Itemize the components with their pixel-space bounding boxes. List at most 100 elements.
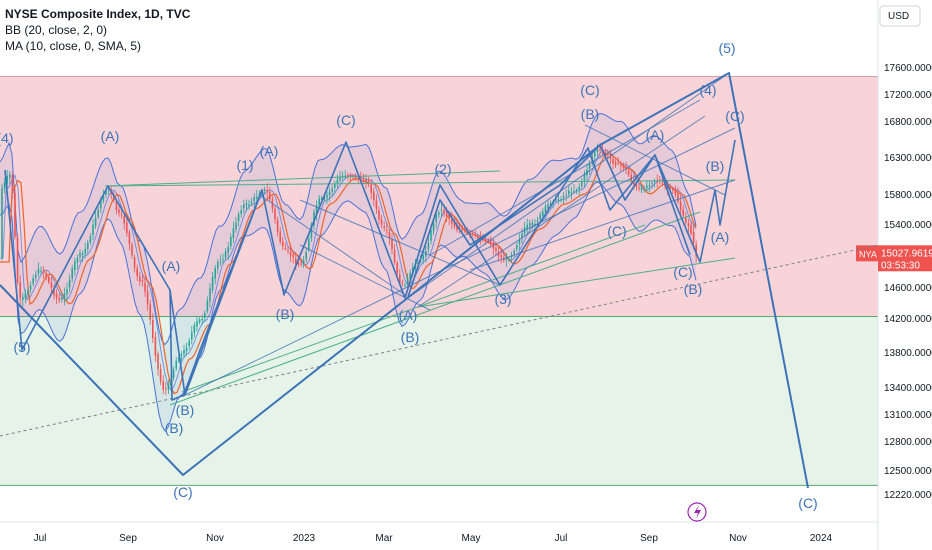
candle-body: [474, 234, 476, 236]
legend-ma[interactable]: MA (10, close, 0, SMA, 5): [5, 39, 142, 53]
candle-body: [471, 233, 474, 235]
x-tick-label: Sep: [640, 533, 658, 544]
elliott-wave-path: [4, 139, 736, 396]
candle-body: [674, 190, 677, 195]
candle-body: [92, 224, 94, 235]
candle-body: [315, 205, 318, 215]
y-tick-label: 12220.0000: [884, 490, 932, 501]
candle-body: [196, 321, 198, 327]
candle-body: [123, 216, 125, 224]
candle-body: [235, 222, 237, 230]
candle-body: [126, 222, 128, 234]
wave-label: (A): [711, 229, 730, 245]
candle-body: [669, 187, 671, 189]
candle-body: [406, 278, 409, 284]
candle-body: [27, 290, 29, 295]
candle-body: [399, 274, 401, 284]
candle-body: [360, 177, 362, 179]
candle-body: [453, 222, 456, 227]
candle-body: [71, 268, 73, 279]
candle-body: [401, 282, 404, 284]
candle-body: [557, 199, 560, 201]
wave-label: (4): [0, 130, 14, 146]
candle-body: [6, 176, 8, 184]
candle-body: [48, 276, 50, 283]
candle-body: [74, 261, 76, 271]
candle-body: [495, 247, 497, 251]
candle-body: [136, 268, 138, 277]
candle-body: [594, 152, 596, 157]
candle-body: [323, 196, 326, 200]
candle-body: [188, 340, 190, 347]
wave-label: (A): [162, 258, 181, 274]
candle-body: [165, 388, 167, 390]
candle-body: [599, 148, 601, 151]
candle-body: [393, 250, 396, 263]
wave-label: (A): [646, 127, 665, 143]
candle-body: [354, 176, 357, 179]
candle-body: [445, 212, 448, 216]
wave-label: (A): [399, 307, 418, 323]
candle-body: [464, 229, 466, 231]
candle-body: [438, 212, 440, 215]
candle-body: [172, 369, 175, 378]
wave-label: (5): [13, 339, 30, 355]
candle-body: [185, 347, 188, 352]
candle-body: [68, 279, 71, 288]
candle-body: [588, 162, 591, 169]
candle-body: [690, 225, 692, 234]
candle-body: [456, 226, 458, 230]
candle-body: [536, 220, 539, 223]
candle-body: [133, 257, 136, 268]
currency-label: USD: [888, 11, 909, 22]
candle-body: [500, 255, 502, 258]
price-tag-symbol: NYA: [859, 249, 877, 259]
price-tag-symbol-bg: [856, 245, 878, 262]
candle-body: [380, 219, 383, 225]
y-tick-label: 13100.0000: [884, 410, 932, 421]
wave-label: (1): [236, 157, 253, 173]
candle-body: [614, 161, 617, 166]
y-tick-label: 17600.0000: [884, 63, 932, 74]
currency-box: [879, 5, 921, 27]
candle-body: [477, 236, 479, 239]
candle-body: [518, 239, 521, 244]
candle-body: [328, 191, 331, 196]
candle-body: [217, 261, 219, 269]
candle-body: [422, 255, 424, 260]
candle-body: [180, 354, 183, 356]
candle-body: [266, 190, 268, 192]
candle-body: [300, 263, 302, 265]
wave-label: (2): [434, 161, 451, 177]
wave-label: (5): [718, 40, 735, 56]
candle-body: [292, 254, 294, 258]
candle-body: [682, 209, 684, 216]
candle-body: [256, 196, 258, 199]
candle-body: [643, 189, 645, 191]
x-tick-label: Jul: [555, 533, 568, 544]
candle-body: [76, 258, 79, 263]
candle-body: [24, 293, 27, 299]
bollinger-fill: [0, 113, 696, 431]
candle-body: [248, 204, 250, 206]
candle-body: [331, 188, 333, 192]
candle-body: [206, 300, 209, 312]
candle-body: [685, 217, 687, 223]
y-tick-label: 17200.0000: [884, 90, 932, 101]
candle-body: [321, 198, 323, 201]
channel-line: [417, 257, 736, 308]
candle-body: [596, 149, 599, 153]
candle-body: [32, 278, 34, 284]
legend-bb[interactable]: BB (20, close, 2, 0): [5, 23, 108, 37]
candle-body: [89, 236, 92, 243]
candle-body: [679, 201, 682, 210]
legend-title[interactable]: NYSE Composite Index, 1D, TVC: [5, 7, 191, 21]
candle-body: [16, 237, 19, 283]
channel-line: [104, 179, 736, 187]
candle-body: [118, 209, 120, 213]
candle-body: [253, 196, 255, 202]
chart-legend: NYSE Composite Index, 1D, TVC BB (20, cl…: [5, 6, 190, 54]
candle-body: [461, 228, 463, 230]
candle-body: [42, 270, 45, 273]
